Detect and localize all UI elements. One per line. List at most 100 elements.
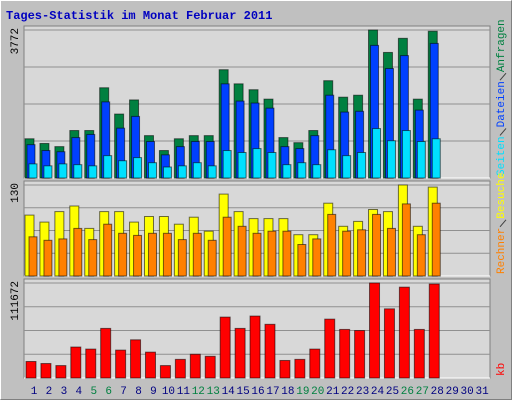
- x-tick-label: 26: [401, 386, 414, 398]
- x-tick-label: 4: [76, 386, 83, 398]
- bar: [115, 349, 127, 379]
- bar: [309, 348, 321, 379]
- x-tick-label: 5: [90, 386, 97, 398]
- legend-label: Dateien: [496, 81, 508, 127]
- bar: [219, 316, 231, 379]
- bar: [401, 130, 411, 179]
- bar: [73, 227, 83, 277]
- x-tick-label: 20: [311, 386, 324, 398]
- x-tick-label: 18: [281, 386, 294, 398]
- bar: [416, 141, 426, 179]
- bar: [416, 234, 426, 277]
- bar: [282, 164, 292, 179]
- x-tick-label: 9: [150, 386, 157, 398]
- bar: [88, 165, 98, 179]
- bar: [162, 232, 172, 277]
- y-tick-label: 111672: [10, 281, 22, 321]
- legend-label: Besuche: [496, 173, 508, 219]
- bar: [354, 330, 366, 379]
- x-tick-label: 6: [105, 386, 112, 398]
- bar: [73, 164, 83, 179]
- bar: [100, 327, 112, 379]
- x-tick-label: 7: [120, 386, 127, 398]
- bar: [312, 238, 322, 277]
- x-tick-label: 24: [371, 386, 385, 398]
- x-tick-label: 14: [222, 386, 236, 398]
- bar: [372, 213, 382, 277]
- bar: [40, 363, 52, 379]
- bar: [25, 360, 37, 379]
- bar: [118, 160, 128, 179]
- x-tick-label: 21: [326, 386, 340, 398]
- bar: [192, 162, 202, 179]
- bar: [103, 155, 113, 179]
- bar: [207, 165, 217, 179]
- bar: [327, 149, 337, 179]
- bar: [428, 283, 440, 379]
- bar: [386, 227, 396, 277]
- bar: [85, 348, 97, 379]
- bar: [264, 323, 276, 379]
- x-tick-label: 15: [237, 386, 250, 398]
- x-tick-label: 2: [46, 386, 53, 398]
- bar: [28, 236, 38, 277]
- bar: [43, 239, 53, 277]
- x-tick-label: 31: [475, 386, 489, 398]
- bar: [133, 234, 143, 277]
- bar: [249, 315, 261, 379]
- bar: [369, 282, 381, 379]
- bar: [339, 328, 351, 379]
- x-tick-label: 16: [251, 386, 264, 398]
- bar: [58, 238, 68, 277]
- x-tick-label: 13: [207, 386, 220, 398]
- bar: [118, 232, 128, 277]
- legend-separator: [499, 128, 507, 136]
- bar: [267, 230, 277, 277]
- bar: [282, 230, 292, 277]
- bar: [324, 318, 336, 379]
- bar: [207, 239, 217, 277]
- x-tick-label: 29: [446, 386, 459, 398]
- bar: [401, 203, 411, 277]
- bar: [222, 216, 232, 277]
- bar: [237, 225, 247, 277]
- y-tick-label: 130: [10, 183, 22, 203]
- legend-separator: [499, 72, 507, 81]
- bar: [222, 150, 232, 179]
- bar: [357, 229, 367, 277]
- x-tick-label: 17: [266, 386, 279, 398]
- bar: [357, 151, 367, 179]
- bar: [342, 155, 352, 179]
- bar: [372, 128, 382, 179]
- bar: [386, 140, 396, 179]
- chart-title: Tages-Statistik im Monat Februar 2011: [6, 9, 272, 23]
- legend-separator: [499, 219, 507, 228]
- bar: [297, 162, 307, 179]
- x-tick-label: 30: [461, 386, 474, 398]
- bar: [174, 358, 186, 379]
- bar: [327, 213, 337, 277]
- bar: [431, 202, 441, 277]
- bar: [159, 365, 171, 379]
- bar: [267, 151, 277, 179]
- bar: [234, 327, 246, 379]
- x-tick-label: 28: [431, 386, 444, 398]
- bar: [297, 244, 307, 277]
- bar: [88, 239, 98, 277]
- bar: [398, 286, 410, 379]
- bar: [133, 157, 143, 179]
- bar: [43, 165, 53, 179]
- bar: [413, 328, 425, 379]
- legend-label: Anfragen: [496, 19, 508, 72]
- bar: [189, 353, 201, 379]
- bar: [70, 346, 82, 379]
- bar: [342, 230, 352, 277]
- x-tick-label: 3: [61, 386, 68, 398]
- bar: [383, 308, 395, 379]
- x-tick-label: 8: [135, 386, 142, 398]
- bar: [162, 166, 172, 179]
- bar: [130, 339, 142, 379]
